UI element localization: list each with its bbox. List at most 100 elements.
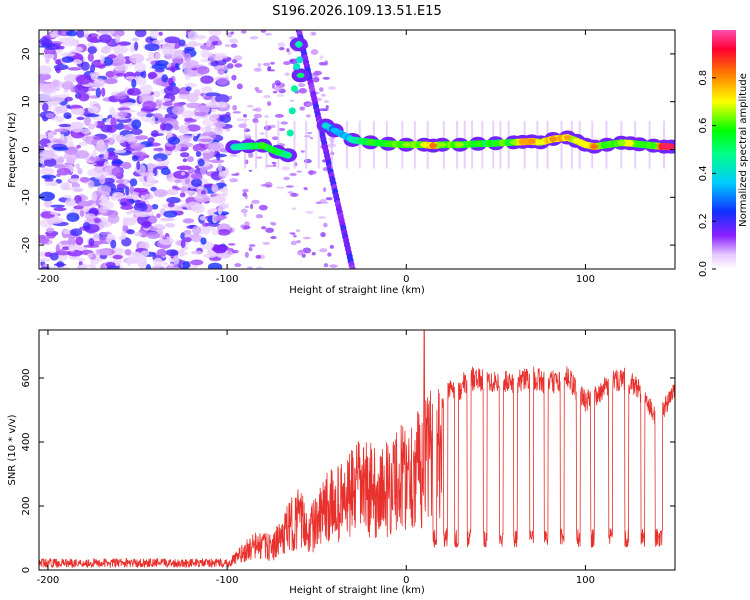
noise-blob (112, 192, 124, 199)
noise-blob (141, 221, 151, 229)
signal-peak (473, 141, 482, 147)
noise-blob (39, 134, 48, 139)
noise-blob (114, 93, 127, 100)
noise-blob (132, 194, 139, 201)
noise-blob (182, 261, 190, 269)
noise-blob (49, 204, 65, 208)
noise-blob (249, 36, 259, 40)
noise-blob (87, 42, 95, 47)
noise-blob (316, 97, 322, 102)
noise-blob (150, 115, 156, 126)
noise-blob (63, 194, 73, 199)
noise-blob (44, 178, 54, 182)
noise-blob (240, 224, 245, 229)
signal-peak (420, 142, 429, 148)
noise-blob (121, 102, 136, 107)
noise-blob (187, 40, 198, 48)
noise-blob (173, 170, 189, 180)
noise-blob (72, 84, 89, 94)
noise-blob (305, 102, 314, 107)
noise-blob (231, 249, 239, 254)
spectrogram-xtick-label: 100 (576, 274, 595, 285)
noise-blob (112, 247, 125, 255)
noise-blob (49, 252, 59, 261)
spectrogram-ytick-label: 20 (21, 48, 32, 61)
noise-blob (163, 85, 180, 96)
noise-blob (95, 87, 102, 98)
noise-blob (274, 80, 281, 86)
noise-blob (115, 179, 130, 185)
noise-blob (79, 176, 90, 183)
striation (317, 120, 320, 169)
noise-blob (39, 99, 44, 106)
noise-blob (87, 253, 94, 258)
noise-blob (109, 107, 116, 116)
noise-blob (198, 138, 214, 142)
noise-blob (136, 111, 148, 117)
noise-blob (166, 188, 179, 196)
noise-blob (177, 135, 192, 139)
noise-blob (39, 149, 56, 160)
noise-blob (114, 122, 125, 130)
noise-blob (243, 212, 247, 217)
noise-blob (134, 232, 143, 237)
noise-blob (200, 92, 205, 97)
noise-blob (199, 126, 214, 133)
noise-blob (234, 63, 243, 68)
noise-blob (145, 57, 153, 62)
noise-blob (55, 105, 68, 114)
noise-blob (62, 41, 77, 47)
noise-blob (158, 98, 172, 102)
noise-blob (228, 38, 238, 44)
noise-blob (290, 172, 297, 176)
noise-blob (62, 246, 70, 251)
noise-blob (95, 248, 111, 256)
noise-blob (298, 249, 306, 253)
noise-blob (131, 155, 139, 162)
noise-blob (270, 222, 277, 226)
noise-blob (303, 158, 312, 164)
noise-blob (127, 259, 142, 264)
noise-blob (39, 236, 50, 245)
noise-blob (47, 217, 64, 224)
noise-blob (91, 192, 98, 202)
noise-blob (84, 213, 96, 220)
signal-peak (649, 143, 658, 149)
signal-segment (293, 63, 301, 71)
noise-blob (76, 116, 85, 121)
noise-blob (121, 230, 127, 240)
noise-blob (163, 210, 178, 218)
noise-blob (72, 59, 83, 65)
noise-blob (253, 113, 263, 119)
noise-blob (55, 250, 71, 256)
noise-blob (142, 100, 157, 111)
noise-blob (193, 89, 201, 97)
noise-blob (203, 95, 213, 101)
noise-blob (230, 31, 235, 35)
noise-blob (48, 181, 59, 187)
noise-blob (70, 104, 82, 109)
noise-blob (123, 133, 138, 143)
noise-blob (305, 210, 314, 214)
snr-ytick-label: 0 (21, 567, 32, 573)
noise-blob (105, 70, 115, 78)
noise-blob (193, 135, 199, 142)
noise-blob (244, 251, 249, 258)
noise-blob (73, 188, 84, 192)
noise-blob (264, 115, 269, 118)
noise-blob (50, 94, 66, 103)
noise-blob (283, 61, 291, 66)
colorbar-label: Normalized spectral amplitude (738, 73, 749, 227)
colorbar-tick-label: 0.6 (698, 118, 709, 134)
striation (277, 120, 280, 169)
noise-blob (152, 257, 163, 267)
noise-blob (151, 90, 161, 98)
colorbar-tick-label: 0.0 (698, 261, 709, 277)
colorbar-axis: 0.0 0.2 0.4 0.6 0.8 (698, 70, 716, 277)
noise-blob (208, 141, 225, 152)
noise-blob (77, 200, 93, 207)
noise-blob (93, 234, 101, 238)
noise-blob (115, 72, 126, 77)
